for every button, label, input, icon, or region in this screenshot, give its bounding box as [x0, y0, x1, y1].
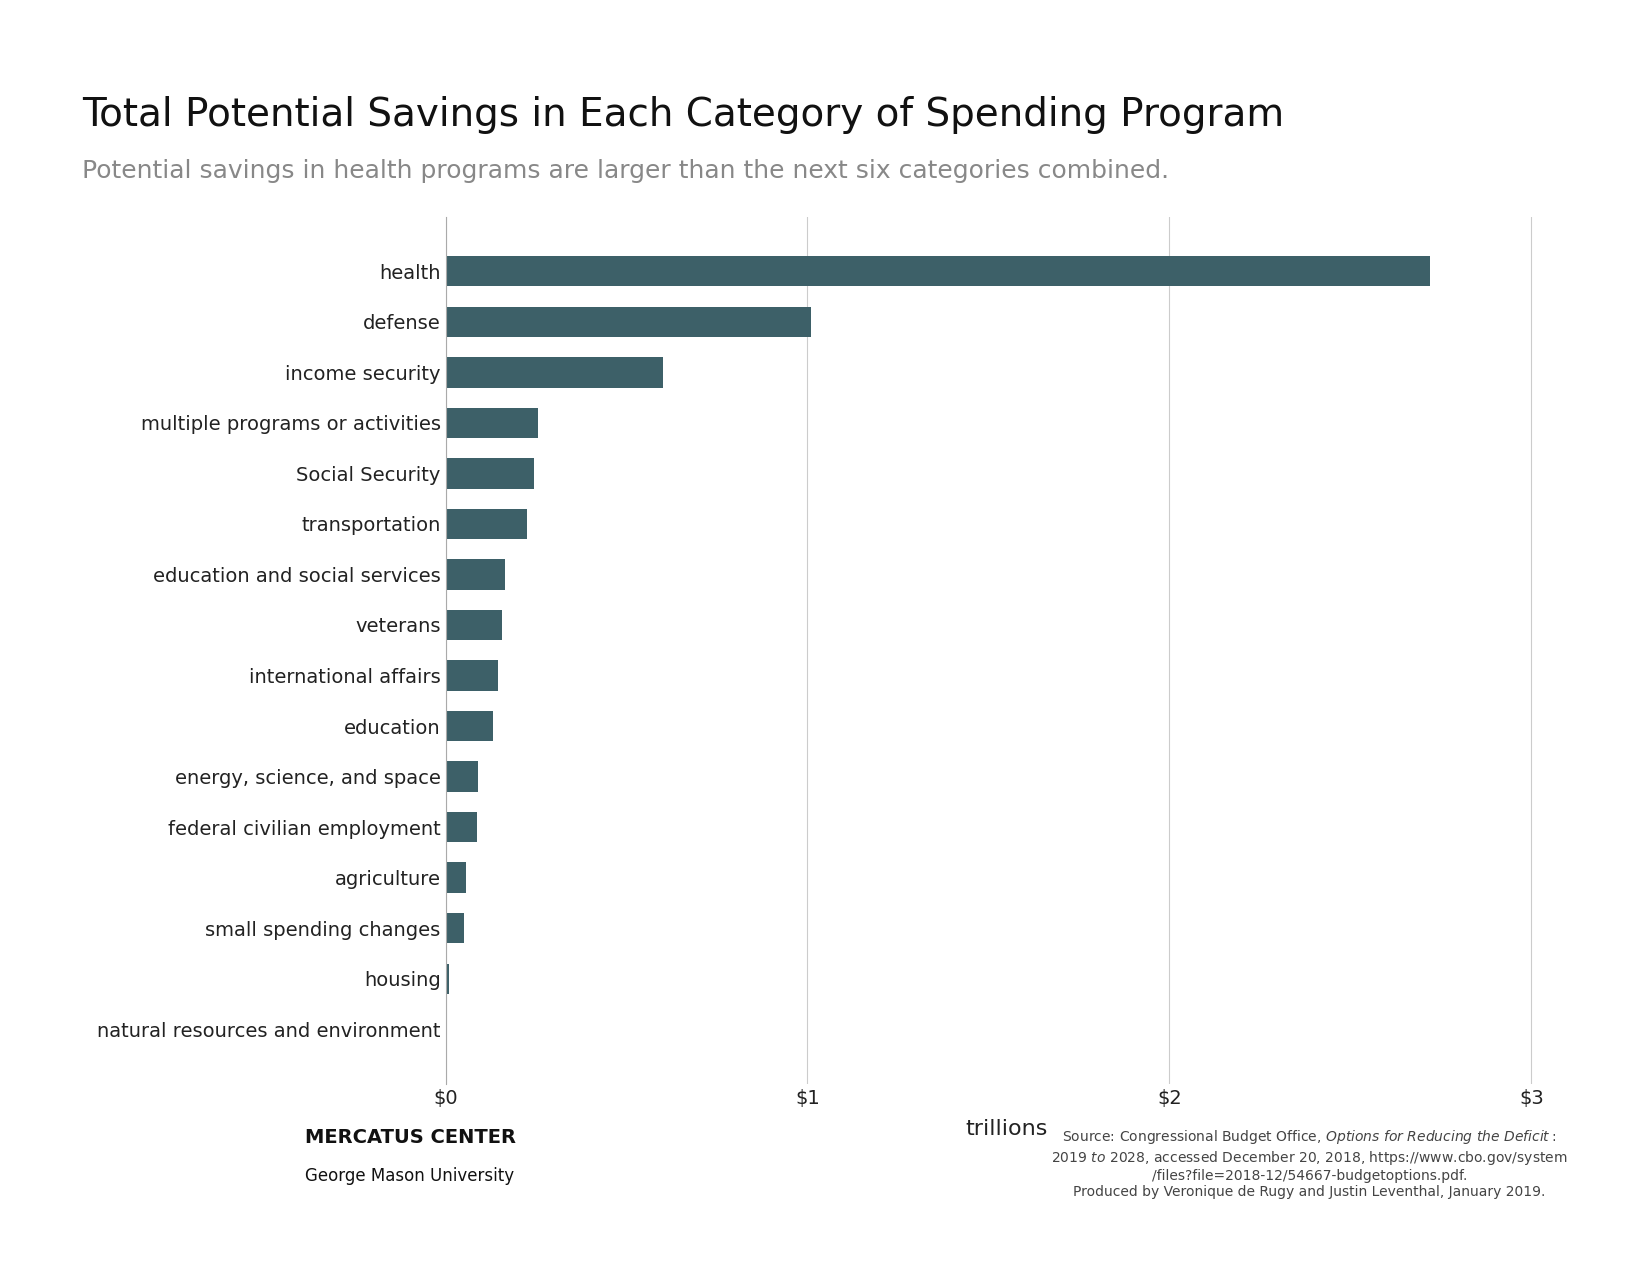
Bar — [446, 964, 449, 993]
Bar — [446, 660, 498, 691]
Bar — [446, 862, 467, 892]
Text: Source: Congressional Budget Office, $\it{Options\ for\ Reducing\ the\ Deficit:}: Source: Congressional Budget Office, $\i… — [1051, 1128, 1568, 1200]
Bar — [446, 913, 464, 944]
Bar — [446, 560, 505, 589]
Bar — [446, 609, 502, 640]
Bar — [446, 307, 812, 337]
Text: George Mason University: George Mason University — [305, 1167, 515, 1184]
Bar — [446, 711, 493, 741]
Bar — [446, 812, 477, 843]
Bar — [446, 761, 478, 792]
X-axis label: trillions: trillions — [965, 1118, 1048, 1139]
Text: MERCATUS CENTER: MERCATUS CENTER — [305, 1128, 516, 1148]
Text: Total Potential Savings in Each Category of Spending Program: Total Potential Savings in Each Category… — [82, 96, 1285, 134]
Bar — [446, 256, 1431, 287]
Bar — [446, 509, 526, 539]
Bar — [446, 357, 663, 388]
Bar — [446, 408, 538, 439]
Bar — [446, 458, 535, 488]
Text: Potential savings in health programs are larger than the next six categories com: Potential savings in health programs are… — [82, 159, 1170, 184]
